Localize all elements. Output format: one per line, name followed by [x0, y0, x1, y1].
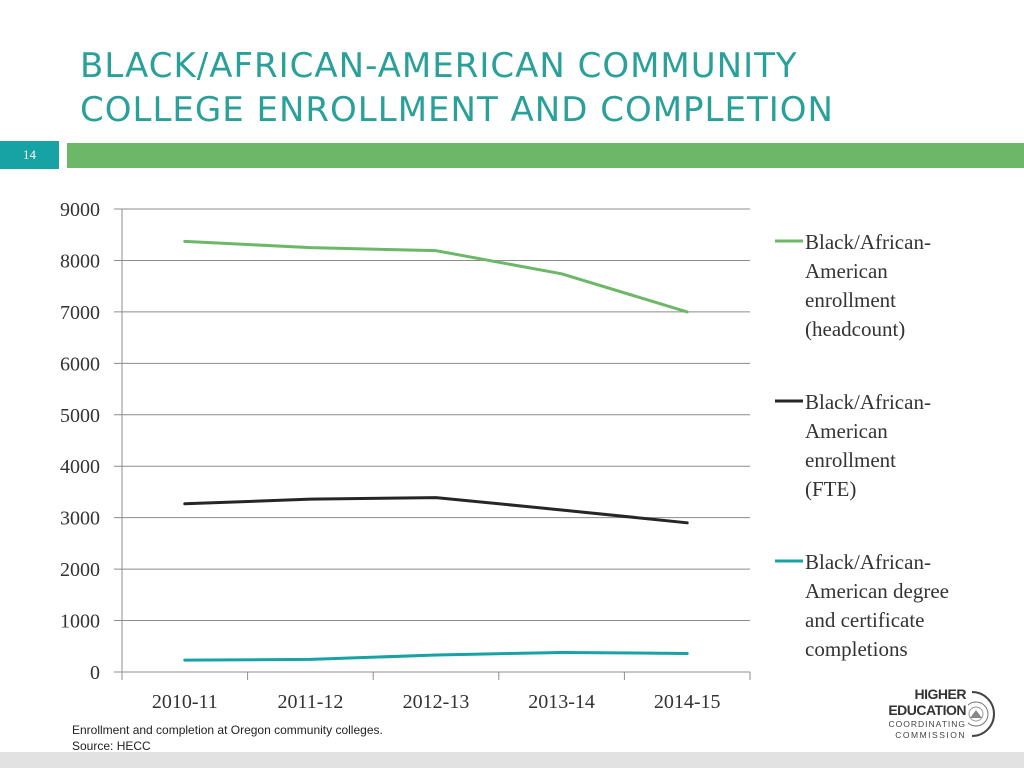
x-tick-label-2010-11: 2010-11	[152, 691, 218, 713]
legend-label-3-line-3: and certificate	[805, 608, 925, 632]
legend-label-1-line-4: (headcount)	[805, 317, 905, 341]
legend-label-1: Black/African- American enrollment (headcou…	[805, 230, 931, 341]
y-tick-label-6000: 6000	[60, 353, 100, 375]
footnote-line-1: Enrollment and completion at Oregon comm…	[72, 723, 383, 737]
legend-label-2-line-4: (FTE)	[805, 477, 856, 501]
slide-title-line-2: COLLEGE ENROLLMENT AND COMPLETION	[80, 90, 834, 130]
oregon-seal-icon	[968, 691, 995, 737]
legend-label-1-line-3: enrollment	[805, 288, 896, 312]
legend-label-3-line-1: Black/African-	[805, 550, 931, 574]
legend-label-2-line-2: American	[805, 419, 888, 443]
y-tick-label-3000: 3000	[60, 508, 100, 530]
footnote: Enrollment and completion at Oregon comm…	[72, 722, 383, 754]
legend-label-2-line-1: Black/African-	[805, 390, 931, 414]
y-tick-label-9000: 9000	[60, 199, 100, 221]
chart-axes	[114, 209, 751, 680]
series-line-2	[183, 496, 689, 525]
y-tick-label-1000: 1000	[60, 611, 100, 633]
series-line-1	[183, 239, 689, 314]
legend-label-3: Black/African- American degree and certifi…	[805, 550, 949, 661]
x-tick-label-2012-13: 2012-13	[403, 691, 470, 713]
logo-text-coordinating: COORDINATING	[888, 719, 966, 729]
legend-label-3-line-4: completions	[805, 637, 908, 661]
x-tick-label-2013-14: 2013-14	[528, 691, 595, 713]
legend-label-3-line-2: American degree	[805, 579, 949, 603]
logo-text-commission: COMMISSION	[895, 730, 966, 740]
y-tick-label-7000: 7000	[60, 302, 100, 324]
chart-gridlines	[114, 208, 750, 622]
x-tick-label-2011-12: 2011-12	[277, 691, 343, 713]
slide-title: BLACK/AFRICAN-AMERICAN COMMUNITY COLLEGE…	[80, 44, 980, 132]
legend-label-1-line-2: American	[805, 259, 888, 283]
footer-band	[0, 752, 1024, 768]
series-line-3	[183, 650, 689, 662]
page-number: 14	[23, 147, 36, 162]
y-tick-label-8000: 8000	[60, 250, 100, 272]
legend-label-2-line-3: enrollment	[805, 448, 896, 472]
y-tick-label-5000: 5000	[60, 405, 100, 427]
x-axis-tick-labels: 2010-11 2011-12 2012-13 2013-14 2014-15	[152, 691, 721, 713]
legend-label-1-line-1: Black/African-	[805, 230, 931, 254]
title-accent-bar	[67, 143, 1024, 168]
y-tick-label-4000: 4000	[60, 456, 100, 478]
slide-title-line-1: BLACK/AFRICAN-AMERICAN COMMUNITY	[80, 46, 798, 86]
hecc-logo: HIGHER EDUCATION COORDINATING COMMISSION	[886, 686, 998, 742]
footnote-line-2: Source: HECC	[72, 739, 151, 753]
x-tick-label-2014-15: 2014-15	[654, 691, 721, 713]
legend-label-2: Black/African- American enrollment (FTE)	[805, 390, 931, 501]
page-number-badge: 14	[0, 141, 59, 169]
y-axis-tick-labels: 0 1000 2000 3000 4000 5000 6000 7000 8000 9000	[60, 199, 100, 684]
y-tick-label-0: 0	[90, 662, 100, 684]
logo-text-education: EDUCATION	[888, 702, 966, 718]
chart-series	[183, 239, 689, 662]
y-tick-label-2000: 2000	[60, 559, 100, 581]
chart-legend: Black/African- American enrollment (headcou…	[775, 230, 949, 661]
logo-text-higher: HIGHER	[914, 686, 967, 702]
